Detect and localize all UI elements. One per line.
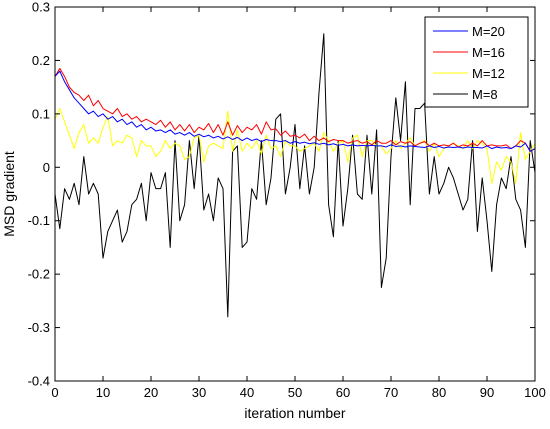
- x-tick-label: 30: [192, 385, 206, 400]
- x-tick-label: 90: [480, 385, 494, 400]
- y-axis: -0.4 -0.3 -0.2 -0.1 0 0.1 0.2 0.3: [28, 0, 535, 389]
- series-layer: [54, 33, 536, 318]
- y-tick-label: 0.1: [32, 106, 50, 121]
- legend-label: M=8: [472, 87, 498, 102]
- y-tick-label: -0.2: [28, 267, 50, 282]
- y-axis-label: MSD gradient: [1, 151, 17, 237]
- y-tick-label: -0.1: [28, 213, 50, 228]
- legend-label: M=20: [472, 24, 505, 39]
- legend: M=20 M=16 M=12 M=8: [424, 16, 529, 108]
- series-line-m-16: [54, 67, 536, 152]
- y-tick-label: 0.3: [32, 0, 50, 15]
- x-tick-label: 60: [336, 385, 350, 400]
- y-tick-label: 0: [43, 160, 50, 175]
- x-tick-label: 50: [288, 385, 302, 400]
- legend-box: [424, 16, 529, 108]
- x-tick-label: 20: [144, 385, 158, 400]
- legend-label: M=12: [472, 66, 505, 81]
- legend-label: M=16: [472, 45, 505, 60]
- x-tick-label: 40: [240, 385, 254, 400]
- y-tick-label: -0.4: [28, 374, 50, 389]
- x-axis-label: iteration number: [244, 405, 346, 421]
- x-tick-label: 70: [384, 385, 398, 400]
- y-tick-label: 0.2: [32, 53, 50, 68]
- series-line-m-8: [54, 33, 536, 318]
- x-axis: 0 10 20 30 40 50 60 70 80 90 100: [51, 7, 546, 400]
- y-tick-label: -0.3: [28, 320, 50, 335]
- x-tick-label: 10: [96, 385, 110, 400]
- series-line-m-20: [54, 70, 536, 152]
- x-tick-label: 0: [51, 385, 58, 400]
- x-tick-label: 80: [432, 385, 446, 400]
- x-tick-label: 100: [524, 385, 546, 400]
